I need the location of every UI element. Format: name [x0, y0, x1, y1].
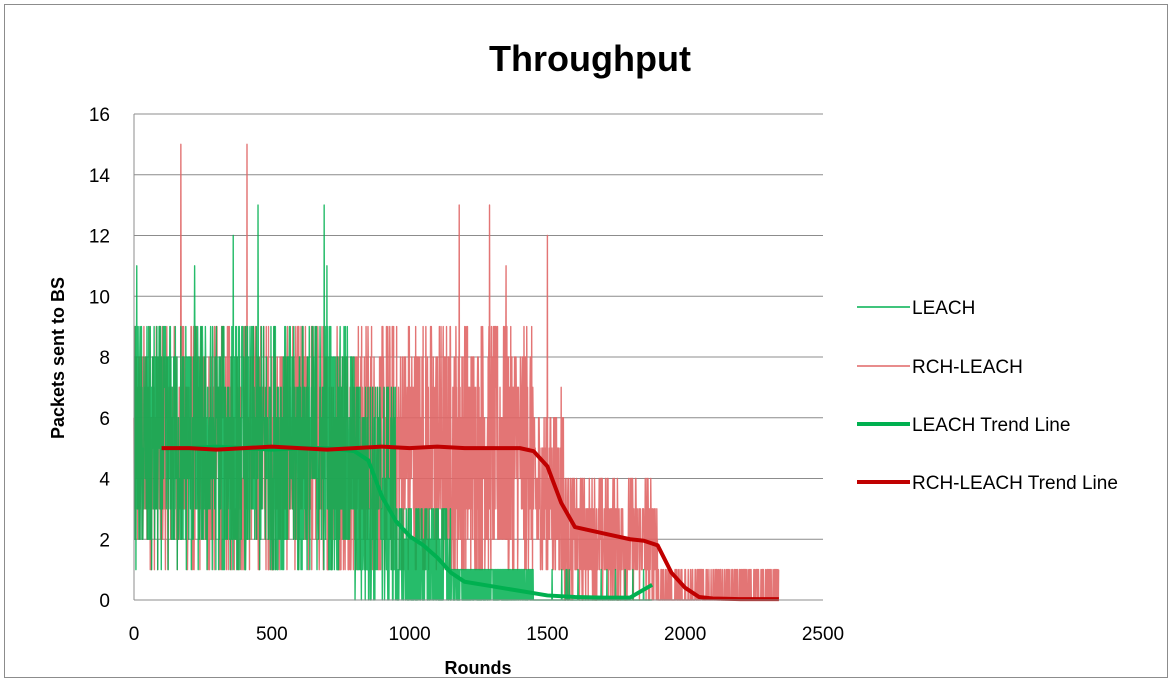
legend-label-rch-leach: RCH-LEACH — [912, 357, 1023, 378]
x-tick-label-4: 2000 — [664, 624, 706, 645]
legend-label-rch-leach-trend-line: RCH-LEACH Trend Line — [912, 473, 1118, 494]
y-tick-label-6: 12 — [89, 227, 110, 248]
x-tick-label-3: 1500 — [526, 624, 568, 645]
y-tick-label-2: 4 — [99, 470, 110, 491]
x-tick-labels: 0 500 1000 1500 2000 2500 — [129, 624, 844, 645]
y-tick-label-1: 2 — [99, 530, 110, 551]
x-tick-label-2: 1000 — [388, 624, 430, 645]
plot-area — [133, 143, 780, 602]
y-tick-label-7: 14 — [89, 166, 111, 187]
legend: LEACH RCH-LEACH LEACH Trend Line RCH-LEACH … — [857, 298, 1118, 494]
axes — [133, 114, 823, 601]
x-tick-label-1: 500 — [256, 624, 288, 645]
y-tick-label-8: 16 — [89, 105, 110, 126]
x-tick-label-0: 0 — [129, 624, 140, 645]
legend-label-leach-trend-line: LEACH Trend Line — [912, 415, 1070, 436]
y-tick-label-3: 6 — [99, 409, 110, 430]
y-axis-title: Packets sent to BS — [48, 277, 68, 439]
y-tick-label-5: 10 — [89, 287, 110, 308]
x-axis-title: Rounds — [445, 658, 512, 678]
y-tick-label-0: 0 — [99, 591, 110, 612]
y-tick-label-4: 8 — [99, 348, 110, 369]
series-leach-trend-line-line — [161, 444, 654, 600]
x-tick-label-5: 2500 — [802, 624, 844, 645]
y-tick-labels: 0 2 4 6 8 10 12 14 16 — [89, 105, 111, 612]
series-rch-leach-trend-line-line — [161, 444, 779, 602]
chart-title: Throughput — [489, 38, 691, 79]
legend-label-leach: LEACH — [912, 298, 975, 319]
